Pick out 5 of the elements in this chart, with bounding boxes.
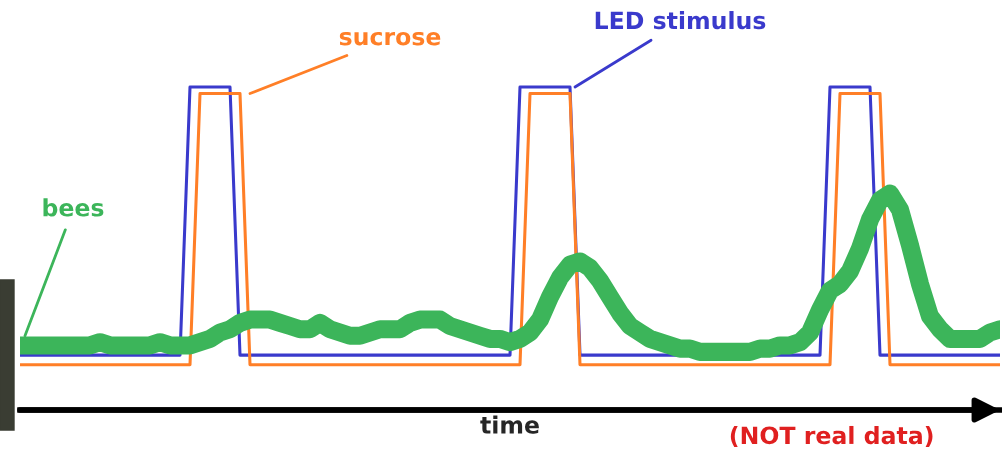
text: LED stimulus <box>595 11 766 30</box>
text: bees <box>43 198 104 217</box>
x-axis-title: time <box>480 415 539 434</box>
text: sucrose <box>339 31 441 46</box>
text: (NOT real data) <box>730 425 933 448</box>
